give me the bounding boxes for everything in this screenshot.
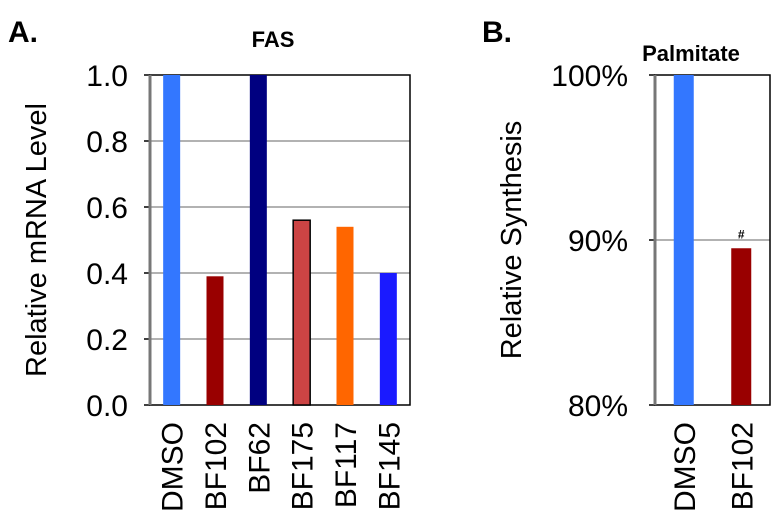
panel-b-x-tick-label: DMSO bbox=[669, 422, 702, 512]
panel-b-y-axis-label: Relative Synthesis bbox=[496, 121, 528, 360]
panel-a-x-tick-label: BF117 bbox=[330, 422, 363, 508]
panel-b-bar-bf102 bbox=[731, 248, 752, 405]
panel-b-title: Palmitate bbox=[642, 41, 740, 66]
panel-b-y-tick-label: 90% bbox=[568, 225, 628, 258]
panel-b-letter: B. bbox=[482, 16, 512, 49]
panel-b-annotation: # bbox=[738, 227, 745, 241]
panel-a-x-tick-label: BF102 bbox=[200, 422, 233, 510]
panel-a-x-tick-label: BF175 bbox=[287, 422, 320, 510]
panel-a-bar-bf102 bbox=[206, 276, 224, 405]
panel-a: A. FAS Relative mRNA Level 0.0 0.2 0.4 0.6 0… bbox=[8, 16, 411, 512]
panel-a-x-tick-label: BF145 bbox=[373, 422, 406, 510]
panel-a-y-tick-label: 0.0 bbox=[86, 390, 128, 423]
panel-a-bar-bf175 bbox=[292, 219, 311, 406]
panel-b-bar-dmso bbox=[673, 75, 694, 405]
panel-a-bar-bf117 bbox=[336, 226, 354, 405]
panel-b: B. Palmitate Relative Synthesis 80% 90% 10… bbox=[482, 16, 771, 512]
panel-a-y-tick-label: 0.6 bbox=[86, 192, 128, 225]
panel-b-y-tick-label: 80% bbox=[568, 390, 628, 423]
panel-a-x-tick-label: BF62 bbox=[243, 422, 276, 494]
panel-a-title: FAS bbox=[252, 27, 295, 52]
panel-a-bar-dmso bbox=[163, 75, 181, 405]
panel-a-y-tick-label: 0.8 bbox=[86, 126, 128, 159]
panel-a-plot-frame bbox=[149, 74, 411, 406]
panel-a-y-tick-label: 1.0 bbox=[86, 60, 128, 93]
panel-a-x-tick-label: DMSO bbox=[157, 422, 190, 512]
panel-a-y-axis-label: Relative mRNA Level bbox=[21, 103, 53, 377]
panel-a-y-tick-label: 0.4 bbox=[86, 258, 128, 291]
panel-a-letter: A. bbox=[8, 16, 38, 49]
panel-a-bar-bf62 bbox=[249, 75, 267, 405]
panel-b-y-tick-label: 100% bbox=[551, 60, 628, 93]
panel-a-y-tick-label: 0.2 bbox=[86, 324, 128, 357]
panel-b-x-tick-label: BF102 bbox=[726, 422, 759, 510]
panel-a-bar-bf145 bbox=[379, 273, 397, 405]
